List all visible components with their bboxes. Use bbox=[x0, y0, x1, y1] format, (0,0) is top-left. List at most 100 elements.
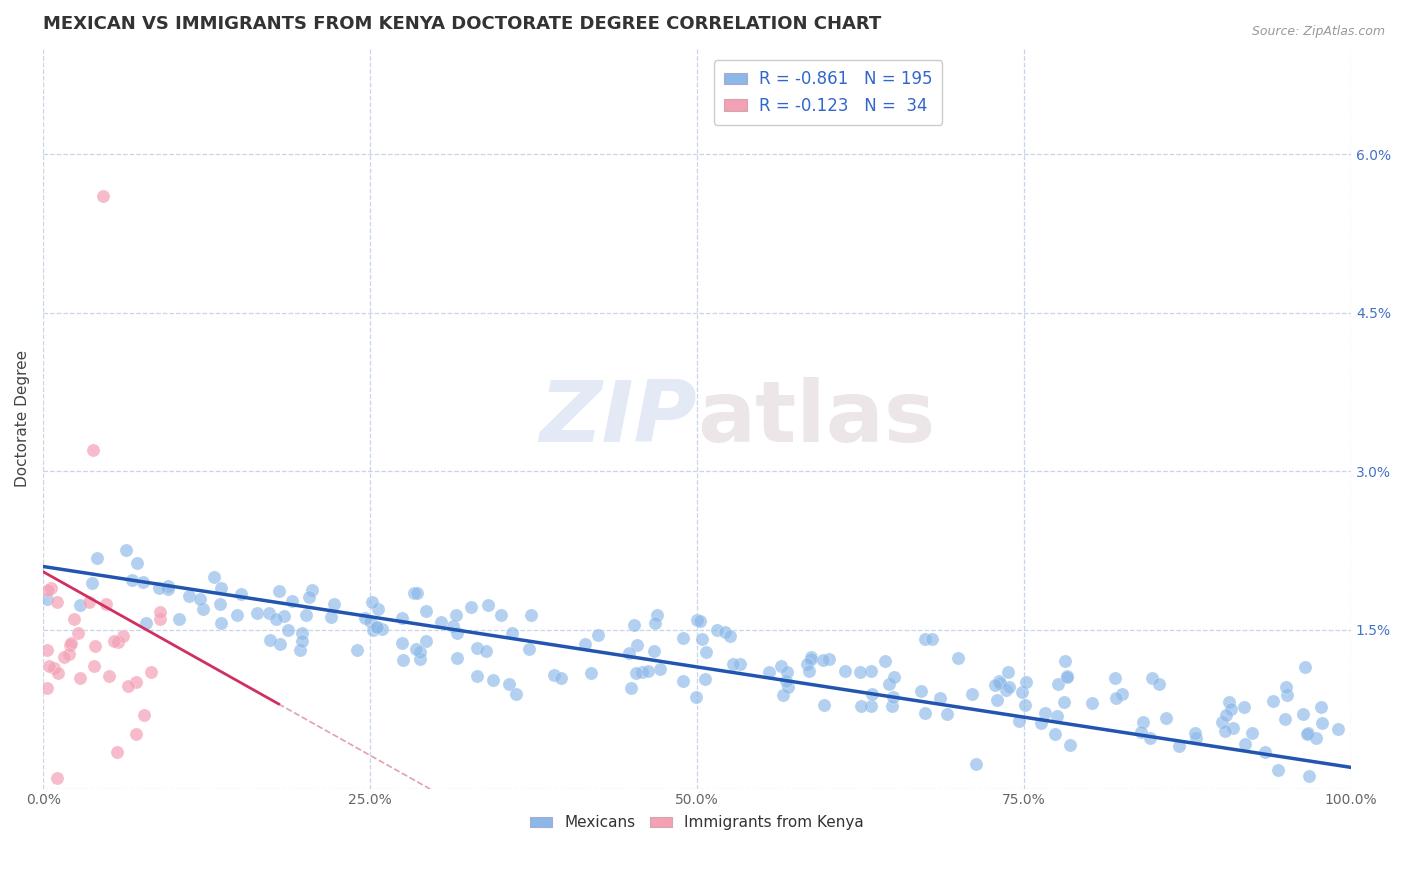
Point bbox=[371, 622, 394, 636]
Point bbox=[259, 633, 281, 648]
Point bbox=[501, 626, 523, 640]
Point bbox=[1033, 706, 1056, 720]
Point bbox=[46, 665, 69, 680]
Point bbox=[1047, 677, 1070, 691]
Point bbox=[686, 613, 709, 627]
Point bbox=[225, 607, 247, 622]
Point bbox=[1267, 764, 1289, 778]
Point bbox=[689, 614, 711, 628]
Point bbox=[776, 665, 799, 679]
Point bbox=[96, 598, 118, 612]
Point bbox=[86, 550, 108, 565]
Point bbox=[1310, 715, 1333, 730]
Point bbox=[53, 649, 76, 664]
Point bbox=[281, 594, 304, 608]
Point bbox=[695, 645, 717, 659]
Point bbox=[408, 652, 430, 666]
Point bbox=[758, 665, 780, 680]
Point bbox=[415, 634, 437, 648]
Point bbox=[817, 652, 839, 666]
Point bbox=[209, 581, 232, 595]
Text: ZIP: ZIP bbox=[540, 377, 697, 460]
Point bbox=[631, 665, 654, 680]
Legend: Mexicans, Immigrants from Kenya: Mexicans, Immigrants from Kenya bbox=[524, 809, 870, 837]
Point bbox=[441, 619, 464, 633]
Point bbox=[1274, 712, 1296, 726]
Point bbox=[834, 664, 856, 678]
Point bbox=[188, 591, 211, 606]
Point bbox=[444, 608, 467, 623]
Point bbox=[1211, 714, 1233, 729]
Point bbox=[800, 651, 823, 665]
Point bbox=[402, 585, 425, 599]
Point bbox=[84, 639, 107, 653]
Point bbox=[619, 646, 641, 660]
Point bbox=[62, 612, 84, 626]
Point bbox=[997, 665, 1019, 679]
Point bbox=[1185, 731, 1208, 745]
Point bbox=[59, 638, 82, 652]
Point bbox=[690, 632, 713, 646]
Point bbox=[800, 649, 823, 664]
Point bbox=[1132, 714, 1154, 729]
Point bbox=[1233, 699, 1256, 714]
Point bbox=[82, 443, 104, 458]
Point bbox=[960, 687, 983, 701]
Point bbox=[1053, 654, 1076, 668]
Point bbox=[860, 687, 883, 701]
Point bbox=[259, 607, 281, 621]
Point bbox=[713, 625, 735, 640]
Point bbox=[273, 609, 295, 624]
Point bbox=[117, 679, 139, 693]
Point bbox=[59, 636, 82, 650]
Point bbox=[83, 658, 105, 673]
Point bbox=[498, 677, 520, 691]
Point bbox=[550, 671, 572, 685]
Point bbox=[1292, 706, 1315, 721]
Point bbox=[1029, 716, 1052, 731]
Point bbox=[231, 587, 253, 601]
Point bbox=[579, 666, 602, 681]
Point bbox=[267, 583, 290, 598]
Point bbox=[39, 582, 62, 596]
Point bbox=[859, 699, 882, 714]
Point bbox=[928, 690, 950, 705]
Point bbox=[37, 591, 59, 606]
Point bbox=[392, 653, 415, 667]
Point bbox=[149, 612, 172, 626]
Point bbox=[80, 576, 103, 591]
Point bbox=[1275, 688, 1298, 702]
Point bbox=[91, 189, 114, 203]
Point bbox=[291, 626, 314, 640]
Point bbox=[409, 645, 432, 659]
Point bbox=[1294, 660, 1316, 674]
Point bbox=[543, 668, 565, 682]
Point bbox=[851, 698, 873, 713]
Point bbox=[35, 643, 58, 657]
Point bbox=[269, 637, 291, 651]
Point bbox=[139, 665, 162, 680]
Point bbox=[1130, 725, 1153, 739]
Point bbox=[477, 598, 499, 612]
Point bbox=[935, 707, 957, 722]
Y-axis label: Doctorate Degree: Doctorate Degree bbox=[15, 350, 30, 487]
Text: MEXICAN VS IMMIGRANTS FROM KENYA DOCTORATE DEGREE CORRELATION CHART: MEXICAN VS IMMIGRANTS FROM KENYA DOCTORA… bbox=[44, 15, 882, 33]
Point bbox=[46, 771, 69, 785]
Point bbox=[193, 601, 215, 615]
Point bbox=[721, 657, 744, 671]
Point bbox=[132, 575, 155, 590]
Point bbox=[177, 590, 200, 604]
Point bbox=[111, 630, 134, 644]
Point bbox=[288, 643, 311, 657]
Point bbox=[637, 664, 659, 678]
Point bbox=[1263, 693, 1285, 707]
Point bbox=[361, 623, 384, 637]
Point bbox=[873, 655, 896, 669]
Point bbox=[988, 673, 1011, 688]
Point bbox=[623, 618, 645, 632]
Point bbox=[209, 597, 232, 611]
Point bbox=[105, 745, 128, 759]
Point bbox=[157, 579, 180, 593]
Point bbox=[69, 671, 91, 685]
Point bbox=[446, 651, 468, 665]
